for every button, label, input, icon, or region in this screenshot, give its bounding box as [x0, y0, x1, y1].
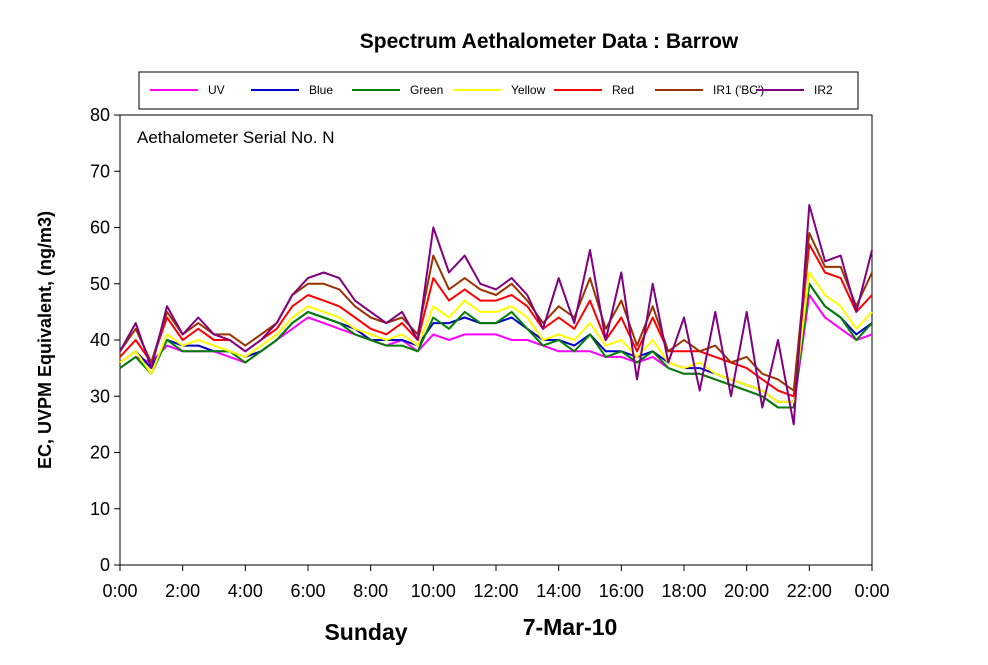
x-axis: 0:00 2:00 4:00 6:00 8:00 10:00 12:00 14:00 16:00… — [102, 565, 890, 601]
legend-label: Green — [410, 83, 443, 97]
y-tick-label: 10 — [90, 499, 110, 519]
x-tick-label: 16:00 — [599, 581, 644, 601]
chart-title: Spectrum Aethalometer Data : Barrow — [360, 30, 739, 53]
x-tick-label: 10:00 — [411, 581, 456, 601]
y-axis-label: EC, UVPM Equivalent, (ng/m3) — [35, 211, 55, 469]
series-line-ir1-bc — [119, 232, 873, 392]
legend-label: UV — [208, 83, 225, 97]
legend-label: Yellow — [511, 83, 546, 97]
y-tick-label: 30 — [90, 386, 110, 406]
legend: UV Blue Green Yellow Red IR1 ('BC') IR2 — [138, 71, 859, 110]
legend-label: Blue — [309, 83, 333, 97]
x-tick-label: 20:00 — [724, 581, 769, 601]
series-line-yellow — [119, 271, 873, 403]
y-tick-label: 50 — [90, 274, 110, 294]
instrument-annotation: Aethalometer Serial No. N — [137, 128, 334, 147]
y-tick-label: 60 — [90, 218, 110, 238]
date-label: 7-Mar-10 — [523, 614, 618, 640]
y-axis: 0 10 20 30 40 50 60 70 80 — [90, 105, 120, 575]
x-tick-label: 22:00 — [787, 581, 832, 601]
y-tick-label: 40 — [90, 330, 110, 350]
day-label: Sunday — [324, 619, 407, 645]
x-tick-label: 0:00 — [102, 581, 137, 601]
x-tick-label: 8:00 — [353, 581, 388, 601]
x-tick-label: 18:00 — [661, 581, 706, 601]
series-lines — [119, 204, 873, 426]
x-tick-label: 2:00 — [165, 581, 200, 601]
x-tick-label: 12:00 — [473, 581, 518, 601]
legend-label: IR1 ('BC') — [713, 83, 764, 97]
legend-label: IR2 — [814, 83, 833, 97]
y-tick-label: 20 — [90, 443, 110, 463]
y-tick-label: 80 — [90, 105, 110, 125]
y-tick-label: 0 — [100, 555, 110, 575]
series-line-green — [119, 282, 873, 409]
x-tick-label: 4:00 — [228, 581, 263, 601]
plot-area — [119, 114, 873, 566]
x-tick-label: 14:00 — [536, 581, 581, 601]
series-line-ir2 — [119, 204, 873, 426]
x-tick-label: 0:00 — [854, 581, 889, 601]
y-tick-label: 70 — [90, 161, 110, 181]
legend-label: Red — [612, 83, 634, 97]
x-tick-label: 6:00 — [290, 581, 325, 601]
